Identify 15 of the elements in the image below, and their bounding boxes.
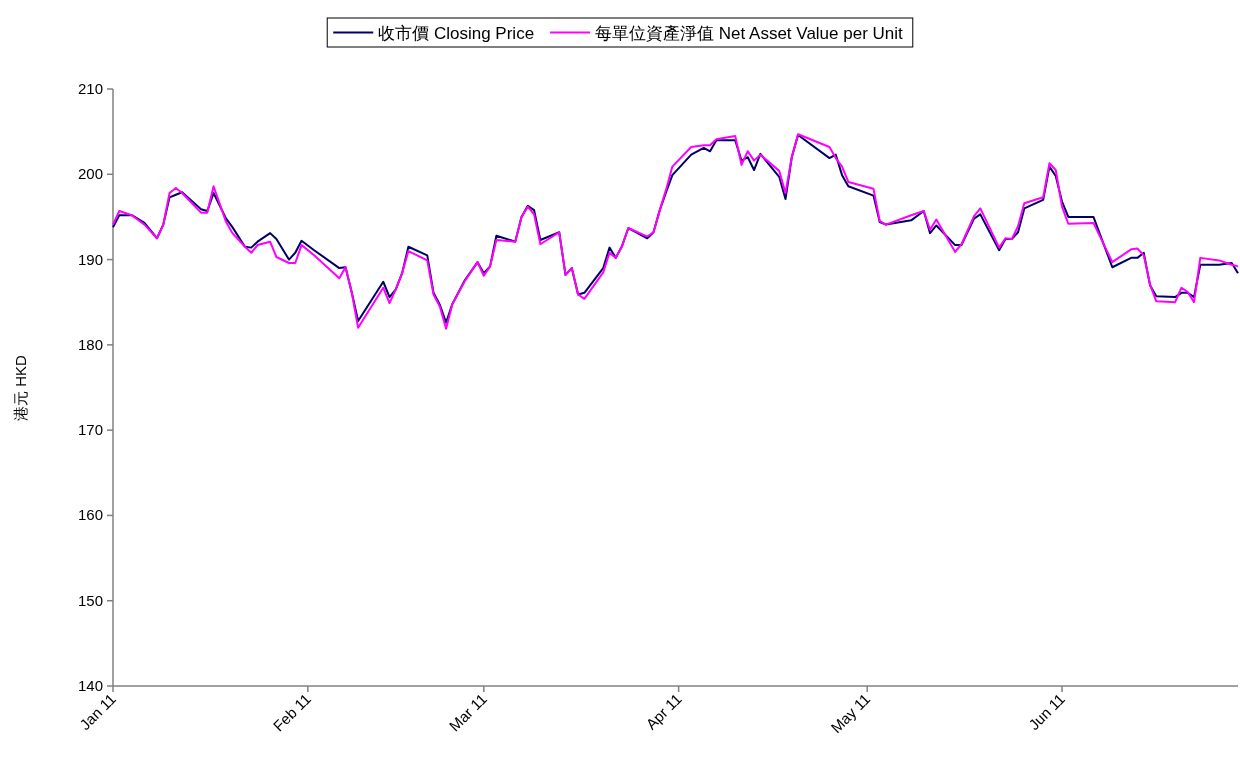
- y-tick-label: 200: [77, 165, 103, 183]
- y-tick-label: 180: [77, 335, 103, 353]
- y-tick-label: 170: [77, 421, 103, 439]
- x-tick-label: Jun 11: [1025, 690, 1069, 734]
- y-tick-label: 190: [77, 250, 103, 268]
- legend-label: 每單位資產淨值 Net Asset Value per Unit: [595, 23, 904, 43]
- y-tick-label: 150: [77, 591, 103, 609]
- x-tick-label: May 11: [827, 690, 874, 737]
- x-tick-label: Mar 11: [445, 690, 490, 735]
- x-tick-label: Feb 11: [269, 690, 314, 735]
- legend-label: 收市價 Closing Price: [378, 23, 535, 43]
- x-tick-label: Apr 11: [642, 690, 685, 733]
- y-axis-title: 港元 HKD: [12, 354, 29, 421]
- y-tick-label: 210: [77, 80, 103, 97]
- y-tick-label: 160: [77, 506, 103, 524]
